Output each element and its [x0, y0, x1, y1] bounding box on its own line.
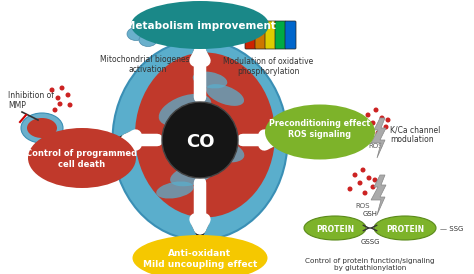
Ellipse shape: [156, 181, 194, 199]
FancyBboxPatch shape: [245, 21, 256, 49]
Text: Control of programmed
cell death: Control of programmed cell death: [27, 149, 137, 169]
Circle shape: [162, 102, 238, 178]
Circle shape: [60, 85, 64, 90]
Circle shape: [375, 130, 381, 136]
Ellipse shape: [139, 33, 157, 47]
Circle shape: [371, 184, 375, 190]
Circle shape: [65, 93, 71, 98]
Text: MMP: MMP: [8, 101, 26, 110]
Ellipse shape: [304, 216, 366, 240]
Circle shape: [383, 124, 389, 130]
FancyBboxPatch shape: [265, 21, 276, 49]
Ellipse shape: [170, 164, 214, 186]
Text: Preconditioning effect
ROS signaling: Preconditioning effect ROS signaling: [269, 119, 371, 139]
Circle shape: [49, 87, 55, 93]
Text: phosphorylation: phosphorylation: [237, 67, 299, 76]
Circle shape: [380, 116, 384, 121]
Circle shape: [55, 96, 61, 101]
FancyBboxPatch shape: [275, 21, 286, 49]
Polygon shape: [371, 175, 386, 215]
Text: CO: CO: [186, 133, 214, 151]
Text: ROS: ROS: [356, 203, 370, 209]
Ellipse shape: [133, 235, 267, 274]
Text: PROTEIN: PROTEIN: [316, 224, 354, 233]
Ellipse shape: [112, 40, 288, 240]
Circle shape: [373, 178, 377, 182]
Circle shape: [385, 118, 391, 122]
Ellipse shape: [131, 1, 269, 49]
Ellipse shape: [135, 53, 275, 218]
Text: — SSG: — SSG: [440, 226, 464, 232]
Ellipse shape: [196, 138, 244, 162]
FancyBboxPatch shape: [255, 21, 266, 49]
Circle shape: [53, 107, 57, 113]
FancyBboxPatch shape: [285, 21, 296, 49]
Circle shape: [366, 176, 372, 181]
Ellipse shape: [206, 84, 244, 106]
Text: GSSG: GSSG: [360, 239, 380, 245]
Circle shape: [357, 181, 363, 185]
Text: ROS: ROS: [369, 143, 383, 149]
Circle shape: [347, 187, 353, 192]
Ellipse shape: [374, 216, 436, 240]
Circle shape: [57, 101, 63, 107]
Text: K/Ca channel: K/Ca channel: [390, 125, 440, 135]
Text: GSH: GSH: [363, 211, 377, 217]
Text: activation: activation: [129, 65, 167, 74]
Circle shape: [365, 113, 371, 118]
Ellipse shape: [139, 24, 157, 36]
Circle shape: [374, 107, 379, 113]
Circle shape: [361, 127, 365, 132]
Ellipse shape: [133, 16, 151, 28]
Ellipse shape: [28, 128, 136, 188]
Ellipse shape: [193, 72, 228, 89]
Circle shape: [371, 121, 375, 125]
Ellipse shape: [159, 94, 211, 126]
Ellipse shape: [27, 118, 57, 138]
Ellipse shape: [127, 27, 145, 41]
Text: PROTEIN: PROTEIN: [386, 224, 424, 233]
Ellipse shape: [265, 104, 375, 159]
Circle shape: [361, 167, 365, 173]
Text: Modulation of oxidative: Modulation of oxidative: [223, 57, 313, 66]
Text: modulation: modulation: [390, 136, 434, 144]
Text: Metabolism improvement: Metabolism improvement: [125, 21, 275, 31]
Circle shape: [363, 190, 367, 196]
Circle shape: [67, 102, 73, 107]
Polygon shape: [371, 118, 386, 158]
Text: Anti-oxidant
Mild uncoupling effect: Anti-oxidant Mild uncoupling effect: [143, 249, 257, 269]
Ellipse shape: [21, 113, 63, 143]
Text: Control of protein function/signaling
by glutathionylation: Control of protein function/signaling by…: [305, 258, 435, 271]
Text: Inhibition of: Inhibition of: [8, 90, 54, 99]
Circle shape: [353, 173, 357, 178]
Ellipse shape: [151, 27, 169, 41]
Ellipse shape: [145, 16, 163, 28]
Text: Mitochondrial biogenesis: Mitochondrial biogenesis: [100, 55, 196, 64]
